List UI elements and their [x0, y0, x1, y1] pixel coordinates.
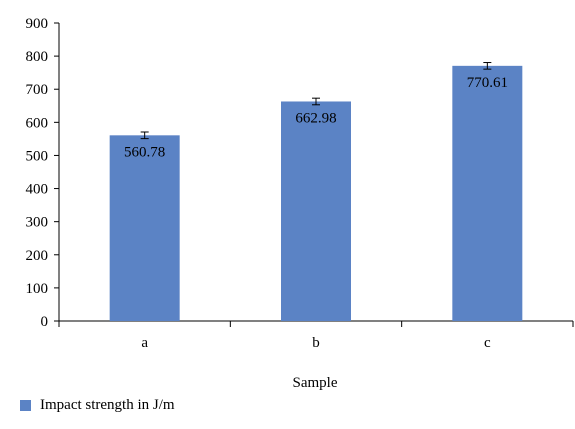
y-tick-label: 400 — [26, 182, 49, 198]
legend-swatch — [20, 400, 31, 411]
x-tick-label: c — [484, 335, 491, 351]
data-label: 770.61 — [467, 75, 508, 91]
error-bar — [312, 97, 320, 106]
bar — [109, 135, 180, 321]
bar — [452, 65, 523, 321]
y-tick-label: 900 — [26, 16, 49, 32]
y-tick-label: 200 — [26, 248, 49, 264]
bar-chart: 0 100 200 300 400 500 600 700 800 900 a b c 560.78 6… — [26, 16, 574, 391]
y-tick-label: 600 — [26, 115, 49, 131]
y-tick-label: 100 — [26, 281, 49, 297]
bars — [109, 62, 523, 322]
legend-label: Impact strength in J/m — [40, 397, 175, 413]
data-labels: 560.78 662.98 770.61 — [124, 75, 508, 160]
data-label: 560.78 — [124, 144, 165, 160]
y-tick-label: 0 — [41, 314, 49, 330]
y-tick-label: 500 — [26, 148, 49, 164]
x-axis: a b c — [58, 320, 574, 351]
bar — [281, 101, 351, 322]
y-tick-label: 300 — [26, 215, 49, 231]
legend: Impact strength in J/m — [20, 397, 175, 414]
y-tick-label: 800 — [26, 49, 49, 65]
x-tick-label: a — [141, 335, 148, 351]
y-axis: 0 100 200 300 400 500 600 700 800 900 — [26, 16, 60, 330]
x-tick-label: b — [312, 335, 320, 351]
data-label: 662.98 — [295, 110, 336, 126]
error-bar — [140, 131, 149, 140]
y-tick-label: 700 — [26, 82, 49, 98]
x-axis-title: Sample — [293, 375, 338, 391]
error-bar — [483, 62, 492, 70]
